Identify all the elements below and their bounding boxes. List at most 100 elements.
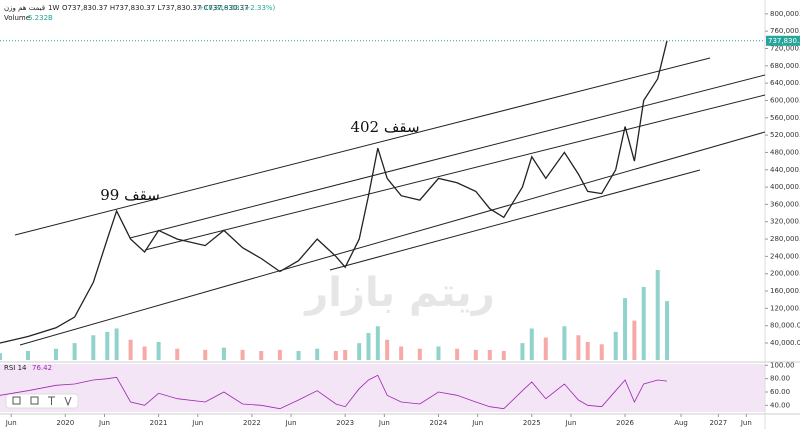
volume-bar <box>417 348 422 360</box>
x-tick-label: 2021 <box>150 419 168 427</box>
y-tick-label: 120,000.00 <box>770 304 800 312</box>
volume-bar <box>501 351 506 360</box>
volume-bar <box>277 349 282 360</box>
x-tick-label: 2027 <box>709 419 727 427</box>
tool-icon[interactable] <box>64 396 72 407</box>
rsi-band <box>0 364 765 412</box>
annotation: سقف 402 <box>350 118 419 136</box>
volume-bar <box>357 343 362 360</box>
x-tick-label: 2024 <box>430 419 448 427</box>
y-tick-label: 400,000.00 <box>770 183 800 191</box>
volume-bar <box>529 328 534 360</box>
x-tick-label: Jun <box>285 419 297 427</box>
volume-bar <box>25 351 30 360</box>
channel-line <box>129 74 766 239</box>
x-tick-label: 2020 <box>56 419 74 427</box>
rsi-tick-label: 80.00 <box>770 375 790 383</box>
volume-bar <box>175 348 180 360</box>
volume-bar <box>366 333 371 360</box>
annotation: سقف 99 <box>100 186 160 204</box>
x-tick-label: Jun <box>564 419 576 427</box>
header: قیمت هم وزن 1W O737,830.37 H737,830.37 L… <box>4 4 276 372</box>
x-tick-label: Jun <box>98 419 110 427</box>
toolbar <box>5 393 79 409</box>
x-tick-label: Aug <box>674 419 688 427</box>
volume-bar <box>632 320 637 360</box>
volume-bar <box>520 343 525 360</box>
volume-bar <box>142 346 147 360</box>
rsi-line <box>0 374 668 410</box>
y-tick-label: 440,000.00 <box>770 166 800 174</box>
channel-line <box>19 131 766 346</box>
channel-line <box>329 169 701 271</box>
y-tick-label: 640,000.00 <box>770 79 800 87</box>
watermark: ریتم بازار <box>303 270 494 316</box>
y-tick-label: 80,000.00 <box>770 322 800 330</box>
interval: 1W <box>48 4 59 12</box>
x-tick-label: 2026 <box>616 419 634 427</box>
x-tick-label: 2022 <box>243 419 261 427</box>
volume-bar <box>562 326 567 360</box>
volume-bar <box>53 348 58 360</box>
volume-bar <box>221 347 226 360</box>
volume-bar <box>576 335 581 360</box>
volume-bar <box>623 298 628 360</box>
y-tick-label: 600,000.00 <box>770 96 800 104</box>
x-tick-label: 2025 <box>523 419 541 427</box>
channel-line <box>14 57 711 236</box>
toolbar-bg <box>5 393 79 409</box>
tool-icon[interactable] <box>12 396 21 405</box>
volume-bar <box>487 349 492 360</box>
volume-bar <box>240 349 245 360</box>
volume-bar <box>91 335 96 360</box>
volume-bar <box>613 331 618 360</box>
x-tick-label: 2023 <box>336 419 354 427</box>
x-tick-label: Jun <box>471 419 483 427</box>
symbol: قیمت هم وزن <box>4 4 45 12</box>
volume-bar <box>343 349 348 360</box>
y-tick-label: 680,000.00 <box>770 62 800 70</box>
volume-bar <box>599 344 604 360</box>
volume-bar <box>399 346 404 360</box>
y-tick-label: 360,000.00 <box>770 200 800 208</box>
y-tick-label: 240,000.00 <box>770 252 800 260</box>
x-tick-label: Jun <box>5 419 17 427</box>
y-tick-label: 560,000.00 <box>770 114 800 122</box>
volume-bar <box>375 326 380 360</box>
rsi-tick-label: 100.00 <box>770 361 795 369</box>
y-tick-label: 280,000.00 <box>770 235 800 243</box>
channel-lines <box>14 57 766 346</box>
volume-bar <box>473 349 478 360</box>
volume-bar <box>259 351 264 360</box>
volume-bar <box>641 286 646 360</box>
channel-line <box>144 94 766 251</box>
rsi-tick-label: 40.00 <box>770 401 790 409</box>
last-price-box <box>766 35 800 46</box>
change: +16,810.68 (+2.33%) <box>198 4 276 12</box>
volume-bar <box>315 348 320 360</box>
volume-bar <box>385 339 390 360</box>
volume-bar <box>128 339 133 360</box>
rsi-value: 76.42 <box>32 364 52 372</box>
y-tick-label: 320,000.00 <box>770 218 800 226</box>
tool-icon[interactable] <box>30 396 39 405</box>
last-price-label: 737,830.37 <box>768 37 800 45</box>
tool-icon[interactable] <box>48 396 55 405</box>
volume-total: 5.232B <box>28 14 53 22</box>
y-tick-label: 800,000.00 <box>770 10 800 18</box>
volume-bar <box>114 328 119 360</box>
volume-bar <box>543 337 548 360</box>
volume-bar <box>105 331 110 360</box>
volume-bar <box>203 349 208 360</box>
volume-label: Volume <box>4 14 30 22</box>
y-tick-label: 760,000.00 <box>770 27 800 35</box>
price-line <box>0 40 668 344</box>
volume-bar <box>333 351 338 360</box>
x-tick-label: Jun <box>378 419 390 427</box>
volume-bar <box>156 342 161 360</box>
volume-bar <box>585 342 590 360</box>
volume-bar <box>296 351 301 360</box>
ohlc: O737,830.37 H737,830.37 L737,830.37 C737… <box>62 4 249 12</box>
volume-bar <box>665 301 670 360</box>
rsi-label: RSI 14 <box>4 364 27 372</box>
